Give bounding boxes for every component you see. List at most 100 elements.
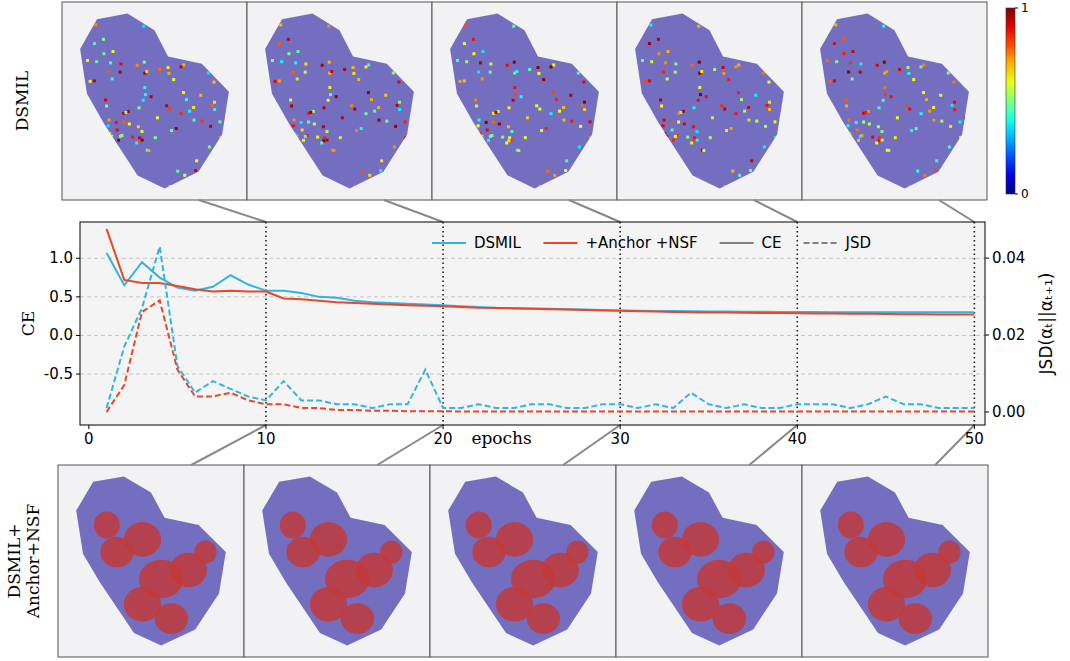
panel-frame <box>247 2 432 200</box>
attention-dot <box>698 61 701 64</box>
attention-dot <box>723 108 726 111</box>
attention-dot <box>478 119 481 122</box>
attention-dot <box>961 151 964 154</box>
attention-dot <box>573 32 576 35</box>
attention-dot <box>933 10 936 13</box>
attention-dot <box>451 137 454 140</box>
attention-dot <box>890 95 893 98</box>
attention-dot <box>208 145 211 148</box>
attention-dot <box>790 29 793 32</box>
attention-dot <box>450 90 453 93</box>
y-tick <box>76 296 80 297</box>
attention-dot <box>137 125 140 128</box>
attention-dot <box>604 74 607 77</box>
panel-frame <box>802 465 988 657</box>
attention-dot <box>930 181 933 184</box>
attention-dot <box>720 104 723 107</box>
attention-dot <box>691 64 694 67</box>
attention-dot <box>876 64 879 67</box>
attention-dot <box>268 163 271 166</box>
attention-dot <box>343 68 346 71</box>
attention-dot <box>167 66 170 69</box>
attention-dot <box>287 162 290 165</box>
attention-dot <box>192 119 195 122</box>
overlay-detail <box>626 10 797 196</box>
attention-dot <box>767 81 770 84</box>
y-tick <box>76 258 80 259</box>
attention-dot <box>851 142 854 145</box>
attention-dot <box>465 60 468 63</box>
attention-dot <box>814 120 817 123</box>
attention-dot <box>947 72 950 75</box>
attention-dot <box>686 183 689 186</box>
attention-dot <box>404 120 407 123</box>
attention-dot <box>959 36 962 39</box>
attention-dot <box>963 54 966 57</box>
attention-dot <box>507 125 510 128</box>
attention-dot <box>535 104 538 107</box>
attention-dot <box>514 93 517 96</box>
attention-dot <box>578 27 581 30</box>
attention-dot <box>408 16 411 19</box>
attention-dot <box>296 142 299 145</box>
attention-dot <box>422 176 425 179</box>
attention-dot <box>479 61 482 64</box>
attention-dot <box>747 119 750 122</box>
attention-dot <box>223 16 226 19</box>
attention-dot <box>852 161 855 164</box>
attention-dot <box>140 130 143 133</box>
panel-frame <box>62 2 247 200</box>
attention-dot <box>404 136 407 139</box>
attention-region <box>713 603 746 634</box>
attention-dot <box>549 65 552 68</box>
attention-dot <box>789 74 792 77</box>
attention-dot <box>788 66 791 69</box>
attention-dot <box>384 94 387 97</box>
attention-dot <box>378 10 381 13</box>
attention-dot <box>373 110 376 113</box>
attention-dot <box>750 159 753 162</box>
attention-dot <box>213 101 216 104</box>
attention-dot <box>842 52 845 55</box>
attention-dot <box>327 99 330 102</box>
plot-background <box>80 222 985 425</box>
figure: DSMILDSMIL+Anchor+NSF01-0.50.00.51.00.00… <box>0 0 1070 661</box>
attention-dot <box>862 121 865 124</box>
attention-region <box>752 540 774 563</box>
attention-dot <box>296 77 299 80</box>
x-tick <box>265 425 266 429</box>
attention-dot <box>564 26 567 29</box>
attention-dot <box>905 104 908 107</box>
attention-dot <box>195 175 198 178</box>
attention-dot <box>260 180 263 183</box>
attention-dot <box>653 144 656 147</box>
attention-dot <box>835 117 838 120</box>
attention-dot <box>919 65 922 68</box>
attention-dot <box>850 135 853 138</box>
attention-dot <box>465 117 468 120</box>
attention-dot <box>406 42 409 45</box>
attention-dot <box>591 151 594 154</box>
attention-dot <box>288 172 291 175</box>
attention-dot <box>180 41 183 44</box>
attention-dot <box>131 183 134 186</box>
attention-dot <box>456 59 459 62</box>
attention-dot <box>782 69 785 72</box>
attention-dot <box>74 159 77 162</box>
attention-dot <box>943 32 946 35</box>
attention-dot <box>926 25 929 28</box>
attention-dot <box>501 183 504 186</box>
attention-dot <box>772 190 775 193</box>
attention-dot <box>396 104 399 107</box>
attention-dot <box>939 94 942 97</box>
attention-dot <box>175 127 178 130</box>
attention-dot <box>515 70 518 73</box>
series-group <box>107 229 975 412</box>
attention-dot <box>638 178 641 181</box>
attention-dot <box>763 145 766 148</box>
attention-dot <box>657 162 660 165</box>
attention-dot <box>645 188 648 191</box>
attention-dot <box>339 136 342 139</box>
attention-dot <box>379 26 382 29</box>
attention-dot <box>111 77 114 80</box>
